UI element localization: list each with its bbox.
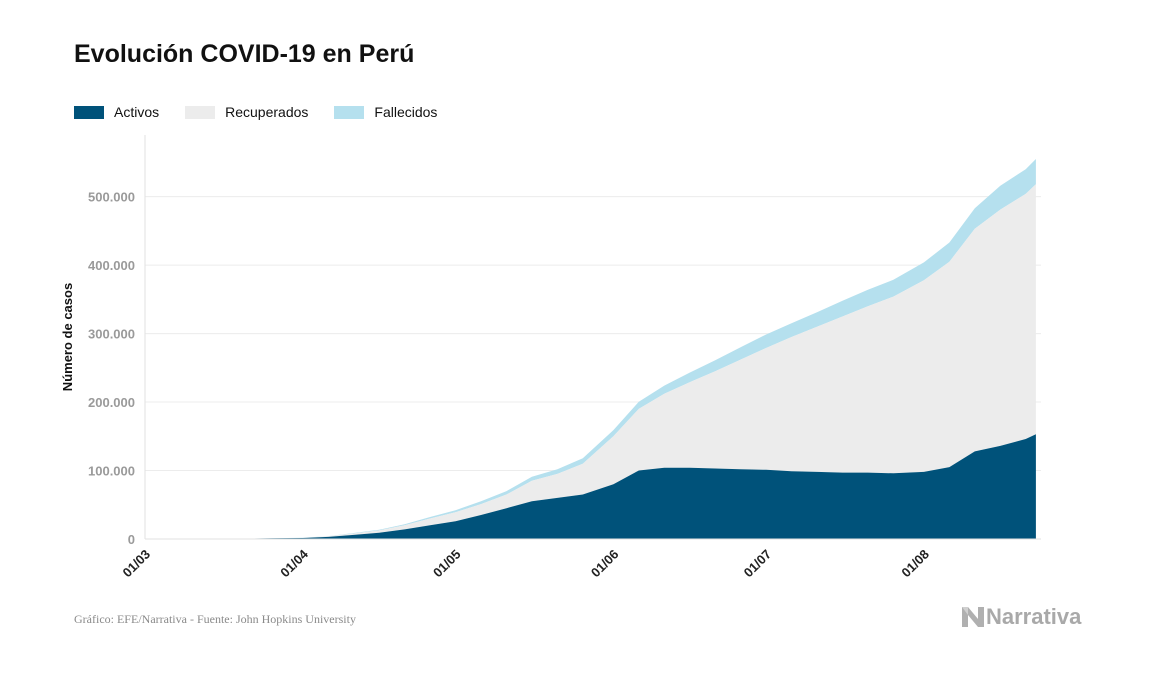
legend-item-fallecidos: Fallecidos <box>334 104 437 120</box>
legend-label-fallecidos: Fallecidos <box>374 104 438 120</box>
legend-item-activos: Activos <box>74 104 159 120</box>
brand-logo: Narrativa <box>962 603 1081 631</box>
y-axis-label: Número de casos <box>60 283 75 391</box>
y-tick-label-2: 200.000 <box>88 395 135 410</box>
x-tick-labels: 01/03 01/04 01/05 01/06 01/07 01/08 <box>120 546 933 580</box>
y-tick-label-5: 500.000 <box>88 190 135 205</box>
x-tick-label-3: 01/06 <box>588 547 622 581</box>
x-tick-label-2: 01/05 <box>430 547 464 581</box>
legend-swatch-recuperados <box>185 105 216 119</box>
chart-legend: Activos Recuperados Fallecidos <box>74 102 463 122</box>
y-tick-label-4: 400.000 <box>88 258 135 273</box>
area-activos <box>170 434 1036 539</box>
legend-item-recuperados: Recuperados <box>185 104 308 120</box>
legend-label-activos: Activos <box>114 104 160 120</box>
legend-swatch-fallecidos <box>334 105 365 119</box>
chart-title: Evolución COVID-19 en Perú <box>74 40 415 68</box>
area-recuperados <box>170 184 1036 540</box>
x-tick-label-4: 01/07 <box>741 547 775 581</box>
x-tick-label-5: 01/08 <box>898 547 932 581</box>
legend-swatch-activos <box>74 105 104 119</box>
y-tick-labels: 0 100.000 200.000 300.000 400.000 500.000 <box>88 190 135 547</box>
area-series <box>170 159 1036 540</box>
y-tick-label-0: 0 <box>128 532 135 547</box>
x-tick-label-0: 01/03 <box>120 547 154 581</box>
legend-label-recuperados: Recuperados <box>225 104 309 120</box>
y-tick-label-3: 300.000 <box>88 327 135 342</box>
narrativa-logo-icon <box>962 607 984 627</box>
brand-name: Narrativa <box>986 604 1082 629</box>
y-tick-label-1: 100.000 <box>88 464 135 479</box>
x-tick-label-1: 01/04 <box>277 546 311 580</box>
footer-source: Gráfico: EFE/Narrativa - Fuente: John Ho… <box>74 612 356 626</box>
